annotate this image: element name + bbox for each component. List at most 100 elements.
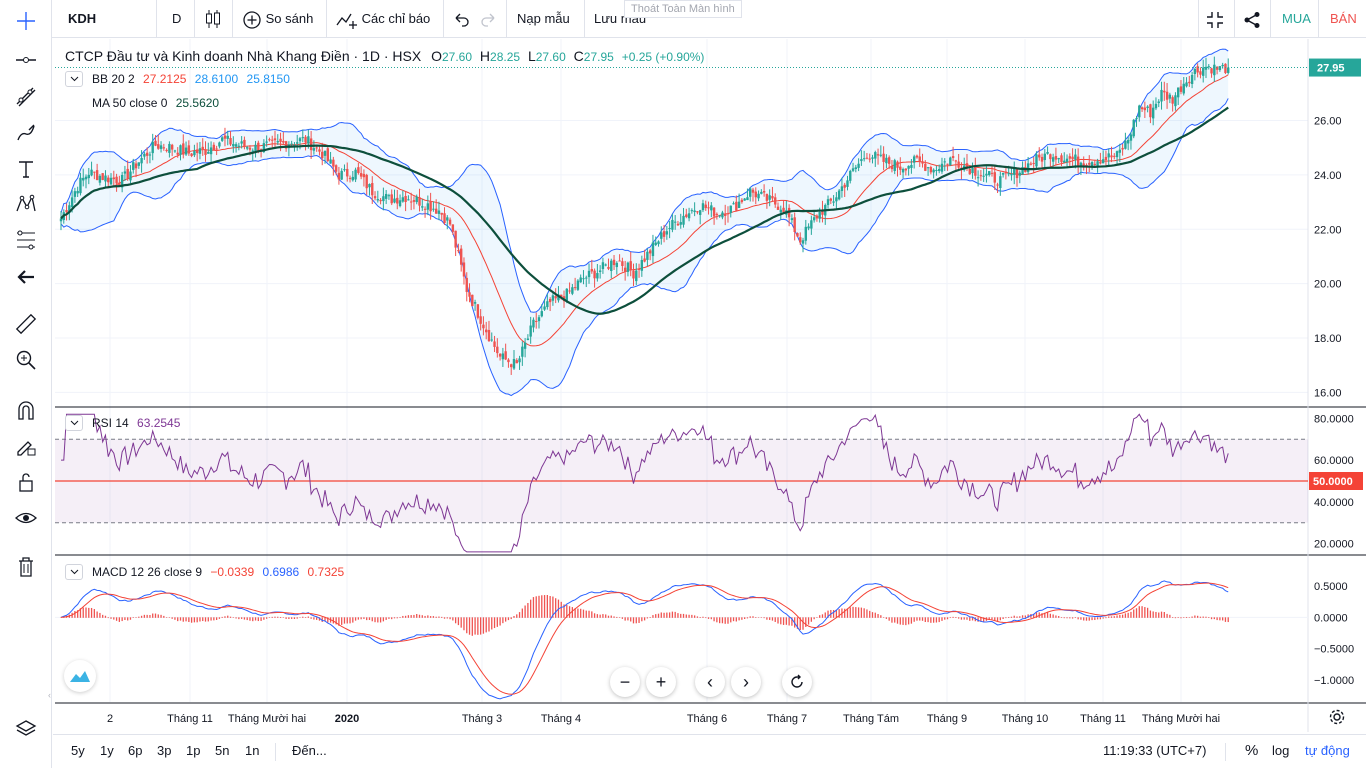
zoom-tool[interactable] — [13, 347, 39, 373]
back-arrow-tool[interactable] — [13, 264, 39, 290]
interval-button[interactable]: D — [172, 11, 182, 26]
candle-body — [229, 138, 232, 145]
goto-date-button[interactable]: Đến... — [292, 743, 327, 758]
range-5d-button[interactable]: 5n — [215, 743, 230, 758]
candle-body — [626, 262, 630, 272]
load-template-button[interactable]: Nạp mẫu — [517, 11, 570, 26]
range-1d-button[interactable]: 1n — [245, 743, 260, 758]
candle-body — [195, 149, 199, 154]
buy-button[interactable]: MUA — [1282, 11, 1311, 26]
scroll-right-button[interactable]: › — [731, 667, 761, 697]
price-axis[interactable]: 26.00 24.00 22.00 20.00 18.00 16.00 27.95 80.00… — [1309, 58, 1363, 688]
indicators-button[interactable]: Các chỉ báo — [336, 0, 430, 38]
macd-tick-label: −1.0000 — [1314, 675, 1354, 687]
range-6m-button[interactable]: 6p — [128, 743, 143, 758]
candle-body — [1046, 152, 1049, 154]
candle-body — [79, 177, 82, 194]
candle-body — [665, 231, 669, 235]
collapse-legend-button[interactable] — [65, 71, 83, 87]
divider — [1225, 743, 1226, 761]
candle-body — [796, 233, 799, 237]
range-5y-button[interactable]: 5y — [71, 743, 85, 758]
candle-body — [598, 270, 602, 272]
lock-drawings-tool[interactable] — [13, 433, 39, 459]
candle-body — [304, 136, 307, 143]
horizontal-line-tool[interactable] — [13, 47, 39, 73]
candle-body — [696, 211, 699, 213]
auto-scale-button[interactable]: tự động — [1305, 743, 1350, 758]
candle-body — [432, 208, 435, 210]
pattern-tool[interactable] — [13, 191, 39, 217]
candle-body — [204, 149, 207, 155]
collapse-toolbar-handle[interactable]: ‹ — [48, 690, 51, 700]
candle-body — [362, 173, 366, 178]
magnet-tool[interactable] — [13, 397, 39, 423]
candle-body — [301, 137, 304, 139]
candle-body — [632, 270, 635, 279]
share-button[interactable] — [1243, 0, 1261, 38]
candle-body — [537, 317, 541, 322]
candle-body — [101, 173, 104, 180]
collapse-rsi-button[interactable] — [65, 415, 83, 431]
collapse-macd-button[interactable] — [65, 564, 83, 580]
tradingview-logo[interactable] — [64, 660, 96, 692]
candle-body — [1154, 103, 1158, 109]
bollinger-basis-line — [60, 74, 1229, 347]
clock[interactable]: 11:19:33 (UTC+7) — [1103, 743, 1207, 758]
log-scale-button[interactable]: log — [1272, 743, 1290, 758]
candle-body — [593, 270, 596, 279]
percent-scale-button[interactable]: % — [1245, 742, 1259, 759]
settings-button[interactable] — [1328, 708, 1348, 728]
candle-body — [446, 217, 449, 221]
object-tree-tool[interactable] — [13, 716, 39, 742]
candle-body — [248, 147, 252, 150]
zoom-in-button[interactable]: + — [646, 667, 676, 697]
text-tool[interactable] — [13, 156, 39, 182]
reset-chart-button[interactable] — [782, 667, 812, 697]
fullscreen-button[interactable] — [1206, 0, 1224, 38]
trend-tools[interactable] — [13, 84, 39, 110]
redo-button[interactable] — [480, 0, 498, 38]
ma-legend[interactable]: MA 50 close 0 25.5620 — [92, 96, 219, 110]
remove-drawings-tool[interactable] — [13, 554, 39, 580]
last-price-label-bg — [1309, 58, 1361, 77]
compare-button[interactable]: So sánh — [242, 0, 313, 38]
zoom-out-button[interactable]: − — [610, 667, 640, 697]
time-axis[interactable]: 2 Tháng 11 Tháng Mười hai 2020 Tháng 3 Tháng … — [107, 713, 1220, 725]
candle-body — [929, 167, 933, 173]
candle-body — [990, 172, 994, 174]
candle-body — [443, 213, 446, 224]
candle-body — [1015, 168, 1019, 179]
candle-body — [1107, 153, 1110, 158]
ruler-tool[interactable] — [13, 311, 39, 337]
price-tick-label: 24.00 — [1314, 170, 1342, 182]
candle-body — [979, 175, 983, 177]
undo-button[interactable] — [452, 0, 470, 38]
plus-circle-icon — [243, 10, 261, 29]
brush-tool[interactable] — [13, 120, 39, 146]
macd-legend[interactable]: MACD 12 26 close 9 −0.0339 0.6986 0.7325 — [92, 565, 344, 579]
chart-type-button[interactable] — [204, 0, 224, 38]
candle-body — [746, 197, 749, 201]
range-3m-button[interactable]: 3p — [157, 743, 172, 758]
candle-body — [1032, 162, 1035, 164]
hide-drawings-tool[interactable] — [13, 505, 39, 531]
bb-legend[interactable]: BB 20 2 27.2125 28.6100 25.8150 — [92, 72, 290, 86]
sell-button[interactable]: BÁN — [1330, 11, 1357, 26]
chart-canvas[interactable]: 26.00 24.00 22.00 20.00 18.00 16.00 27.95 80.00… — [55, 39, 1366, 734]
range-1y-button[interactable]: 1y — [100, 743, 114, 758]
candle-body — [390, 194, 393, 204]
candle-body — [507, 359, 510, 363]
scroll-left-button[interactable]: ‹ — [695, 667, 725, 697]
range-1m-button[interactable]: 1p — [186, 743, 201, 758]
crosshair-tool[interactable] — [13, 8, 39, 34]
lock-tool[interactable] — [13, 469, 39, 495]
candle-body — [576, 280, 580, 290]
candle-body — [601, 262, 605, 270]
candle-body — [1210, 68, 1213, 74]
candle-body — [946, 163, 949, 165]
candle-body — [968, 168, 971, 175]
rsi-legend[interactable]: RSI 14 63.2545 — [92, 416, 180, 430]
fib-tool[interactable] — [13, 227, 39, 253]
symbol-search-button[interactable]: KDH — [68, 11, 97, 26]
